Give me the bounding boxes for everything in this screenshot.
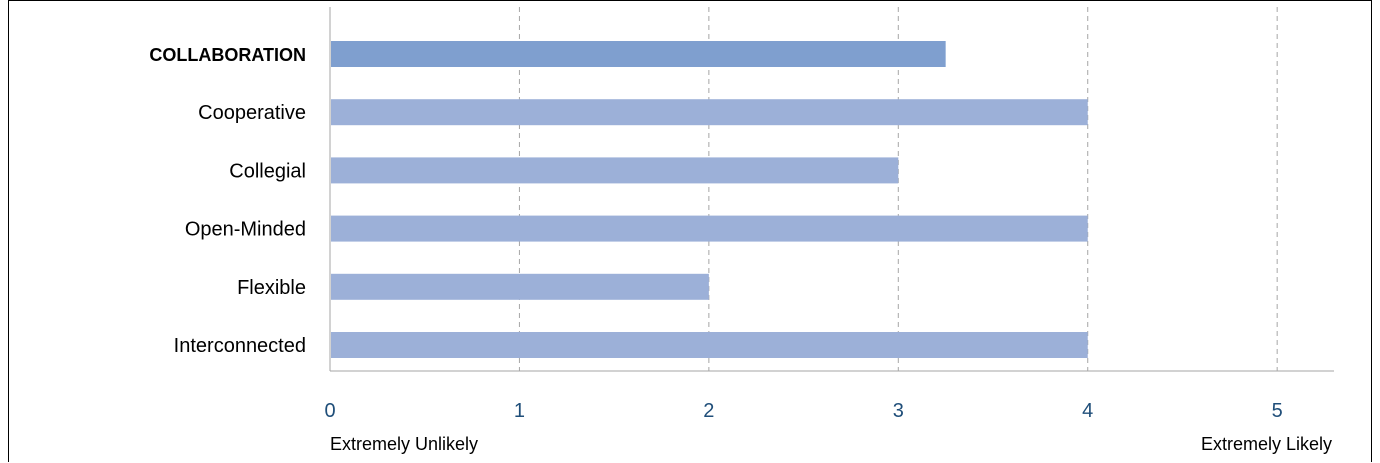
bar-collaboration (331, 41, 946, 67)
x-tick-label-0: 0 (324, 400, 335, 422)
x-anchor-label-min: Extremely Unlikely (330, 434, 478, 454)
chart-frame: COLLABORATION Cooperative Collegial Open-Mi… (8, 0, 1372, 462)
category-label-flexible: Flexible (237, 277, 306, 299)
bar-flexible (331, 273, 709, 300)
bar-collegial (331, 157, 899, 184)
category-label-cooperative: Cooperative (198, 102, 306, 124)
bar-interconnected (331, 332, 1088, 358)
x-tick-label-4: 4 (1082, 400, 1093, 422)
x-tick-label-1: 1 (514, 400, 525, 422)
x-tick-label-5: 5 (1272, 400, 1283, 422)
category-labels: COLLABORATION Cooperative Collegial Open-Mi… (149, 45, 306, 357)
bars (331, 41, 1088, 358)
x-anchor-label-max: Extremely Likely (1201, 434, 1332, 454)
grid-lines (518, 7, 1278, 371)
category-label-collaboration: COLLABORATION (149, 45, 306, 65)
bar-chart: COLLABORATION Cooperative Collegial Open-Mi… (149, 7, 1334, 454)
category-label-collegial: Collegial (229, 160, 306, 182)
category-label-interconnected: Interconnected (174, 335, 306, 357)
x-tick-label-2: 2 (703, 400, 714, 422)
bar-cooperative (331, 99, 1088, 126)
category-label-open-minded: Open-Minded (185, 219, 306, 241)
x-tick-label-3: 3 (893, 400, 904, 422)
bar-open-minded (331, 215, 1088, 242)
x-axis: 0 1 2 3 4 5 Extremely Unlikely Extremely Likely (324, 7, 1334, 454)
